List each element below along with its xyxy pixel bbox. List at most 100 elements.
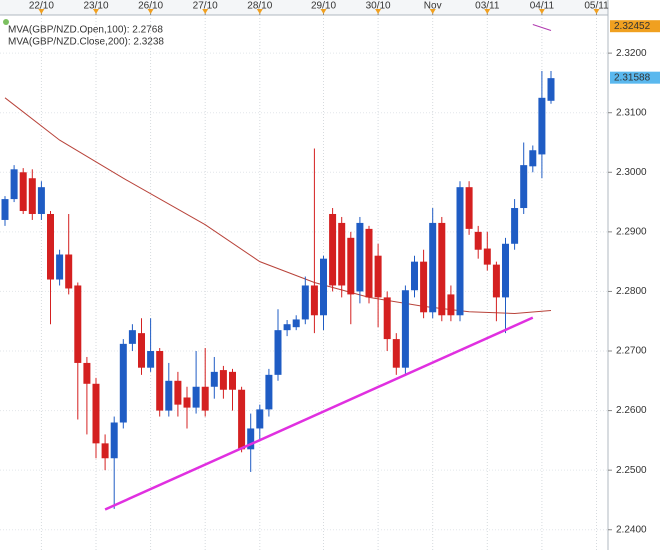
candle-body (392, 339, 400, 368)
candle-body (183, 397, 191, 408)
day-marker (320, 9, 327, 14)
day-marker (593, 9, 600, 14)
y-tick-label: 2.2600 (616, 405, 647, 416)
y-tick-label: 2.2900 (616, 227, 647, 238)
candle-body (420, 261, 428, 313)
candle-body (301, 285, 309, 320)
price-tag (610, 20, 660, 33)
candle-body (19, 172, 27, 212)
candle-body (511, 208, 519, 244)
candle-body (347, 237, 355, 295)
candle-body (174, 380, 182, 405)
candle-body (447, 294, 455, 316)
candle-body (310, 285, 318, 316)
day-marker (202, 9, 209, 14)
day-marker (93, 9, 99, 14)
candle-body (101, 443, 109, 459)
candle-body (265, 374, 273, 410)
candle-body (456, 187, 464, 316)
candle-body (238, 389, 246, 450)
candle-body (474, 231, 482, 250)
day-marker (147, 9, 154, 14)
candle-body (247, 428, 255, 450)
candle-body (338, 222, 346, 286)
trendline (104, 316, 534, 511)
candle-body (56, 254, 64, 280)
candle-body (138, 333, 145, 368)
candle-body (547, 78, 555, 101)
y-tick-label: 2.3200 (616, 48, 647, 59)
candle-body (492, 264, 500, 298)
candle-body (292, 319, 300, 328)
candle-body (47, 213, 54, 280)
x-tick-label: 22/10 (29, 1, 54, 12)
candle-body (520, 165, 528, 209)
x-tick-label: 04/11 (530, 1, 555, 12)
legend-entry: MVA(GBP/NZD.Close,200): 2.3238 (8, 37, 164, 48)
day-marker (538, 9, 545, 14)
candle-body (92, 383, 100, 444)
y-tick-label: 2.2500 (616, 465, 647, 476)
y-tick-label: 2.3000 (616, 167, 647, 178)
day-marker (375, 9, 382, 14)
x-tick-label: Nov (424, 1, 442, 12)
y-tick-label: 2.2700 (616, 346, 647, 357)
candle-body (201, 386, 209, 411)
candle-body (156, 351, 164, 411)
candle-body (401, 290, 409, 368)
y-tick-label: 2.2400 (616, 524, 647, 535)
candle-body (210, 371, 218, 387)
candle-body (28, 178, 36, 214)
candle-body (1, 199, 9, 220)
candle-body (119, 343, 127, 423)
candle-body (465, 187, 473, 229)
x-tick-label: 26/10 (138, 1, 163, 12)
price-tag-label: 2.32452 (614, 21, 651, 32)
candle-body (37, 187, 45, 214)
x-tick-label: 27/10 (193, 1, 218, 12)
candle-body (192, 386, 200, 408)
day-marker (484, 9, 491, 14)
candle-body (374, 255, 382, 298)
candle-body (502, 243, 509, 298)
candle-body (356, 222, 364, 292)
candle-body (128, 330, 136, 344)
y-tick-label: 2.2800 (616, 286, 647, 297)
candle-body (329, 213, 337, 286)
candle-body (383, 297, 391, 340)
price-tag (610, 71, 660, 84)
candle-body (320, 258, 327, 316)
candle-body (110, 422, 118, 459)
legend-entry: MVA(GBP/NZD.Open,100): 2.2768 (8, 25, 163, 36)
candle-body (274, 330, 282, 375)
candle-body (538, 97, 546, 155)
candle-body (165, 380, 173, 411)
moving-average (532, 24, 552, 31)
candle-body (411, 261, 418, 291)
day-marker (256, 9, 263, 14)
candle-body (529, 150, 537, 167)
y-tick-label: 2.3100 (616, 107, 647, 118)
candle-body (83, 362, 91, 384)
candle-body (229, 371, 236, 390)
x-tick-label: 28/10 (247, 1, 272, 12)
candle-body (256, 409, 264, 429)
candle-body (283, 324, 291, 331)
day-marker (38, 9, 45, 14)
price-tag-label: 2.31588 (614, 72, 651, 83)
candle-body (483, 248, 491, 265)
x-tick-label: 05/11 (584, 1, 609, 12)
candle-body (65, 254, 73, 289)
candle-body (219, 370, 227, 390)
status-dot (3, 19, 9, 25)
x-tick-label: 30/10 (366, 1, 391, 12)
day-marker (429, 9, 436, 14)
candle-body (10, 169, 18, 200)
x-tick-label: 23/10 (83, 1, 108, 12)
candle-body (147, 351, 155, 368)
candle-body (429, 222, 437, 313)
candle-body (438, 222, 446, 316)
candle-body (365, 228, 373, 298)
candle-body (74, 285, 82, 363)
